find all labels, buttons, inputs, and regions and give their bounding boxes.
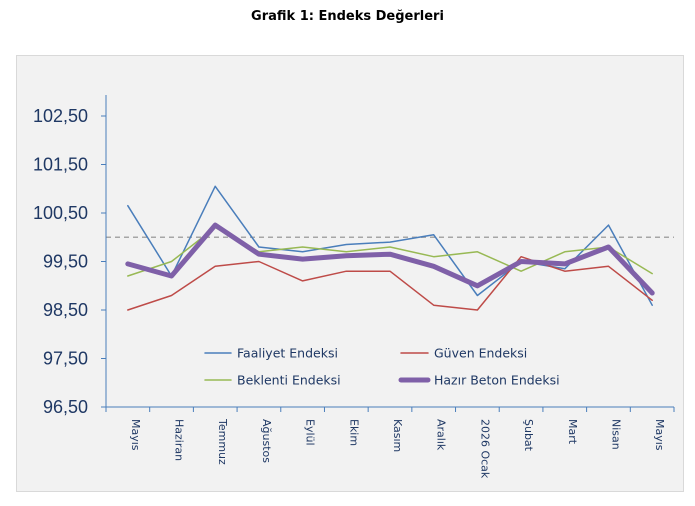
x-tick-label: Eylül: [304, 419, 317, 446]
y-tick-label: 100,50: [33, 203, 88, 223]
plot-area: [16, 55, 684, 492]
y-tick-label: 98,50: [43, 300, 88, 320]
x-tick-label: Haziran: [173, 419, 186, 461]
x-tick-label: Ağustos: [260, 419, 273, 463]
x-tick-label: Ekim: [347, 419, 360, 446]
legend-label: Hazır Beton Endeksi: [434, 373, 560, 388]
x-tick-label: Nisan: [609, 419, 622, 450]
legend-label: Güven Endeksi: [434, 346, 527, 361]
x-tick-label: 2026 Ocak: [478, 419, 491, 479]
y-tick-label: 99,50: [43, 252, 88, 272]
chart-title: Grafik 1: Endeks Değerleri: [251, 9, 444, 24]
x-tick-label: Mayıs: [653, 419, 666, 451]
y-tick-label: 101,50: [33, 155, 88, 175]
y-tick-label: 96,50: [43, 397, 88, 417]
y-tick-label: 102,50: [33, 106, 88, 126]
x-tick-label: Mart: [566, 419, 579, 445]
x-tick-label: Şubat: [522, 419, 535, 452]
x-tick-label: Aralık: [435, 419, 448, 451]
x-tick-label: Kasım: [391, 419, 404, 452]
x-tick-label: Mayıs: [129, 419, 142, 451]
y-tick-label: 97,50: [43, 349, 88, 369]
legend-label: Beklenti Endeksi: [237, 373, 341, 388]
series-line: [127, 185, 653, 306]
legend-label: Faaliyet Endeksi: [237, 346, 338, 361]
x-tick-label: Temmuz: [216, 418, 229, 465]
series-line: [127, 255, 653, 311]
series-line: [125, 222, 655, 296]
